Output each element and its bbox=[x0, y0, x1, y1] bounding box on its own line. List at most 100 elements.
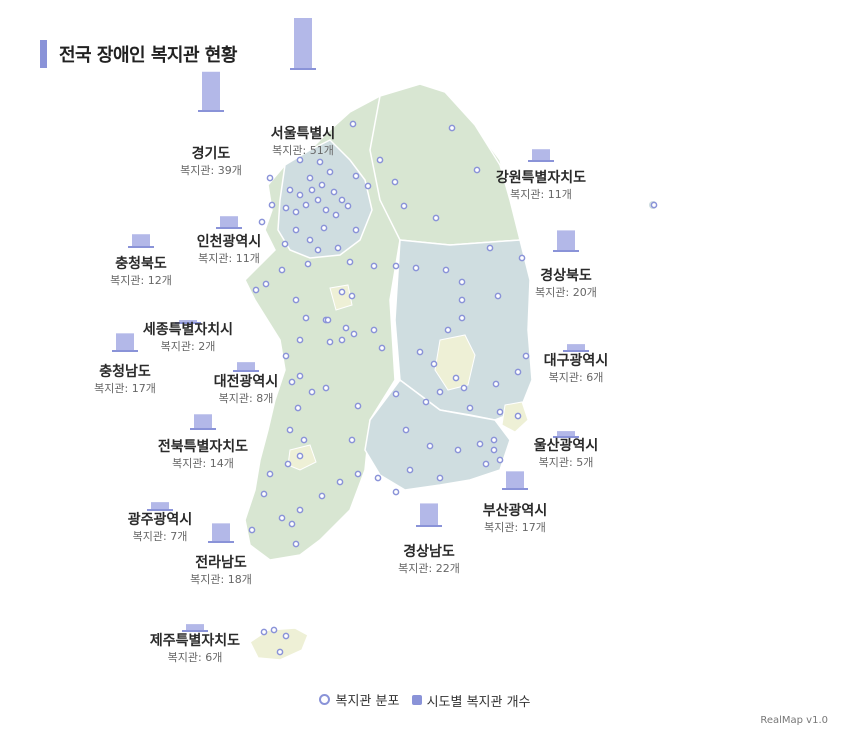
title-text: 전국 장애인 복지관 현황 bbox=[59, 45, 237, 66]
welfare-point bbox=[302, 314, 310, 322]
welfare-point bbox=[400, 202, 408, 210]
welfare-point bbox=[514, 368, 522, 376]
region-count-gwangju: 복지관: 7개 bbox=[133, 530, 188, 543]
region-count-jeonnam: 복지관: 18개 bbox=[190, 573, 252, 586]
region-name-busan: 부산광역시 bbox=[483, 502, 547, 519]
welfare-point bbox=[292, 226, 300, 234]
welfare-point bbox=[292, 208, 300, 216]
welfare-point bbox=[650, 201, 658, 209]
welfare-point bbox=[296, 506, 304, 514]
legend-points-label: 복지관 분포 bbox=[335, 694, 400, 709]
welfare-point bbox=[364, 182, 372, 190]
welfare-point bbox=[490, 446, 498, 454]
welfare-point bbox=[349, 120, 357, 128]
region-name-jeju: 제주특별자치도 bbox=[150, 632, 240, 649]
welfare-point bbox=[354, 402, 362, 410]
bar-gangwon bbox=[532, 149, 550, 160]
bar-base-gwangju bbox=[147, 509, 173, 511]
welfare-point bbox=[308, 186, 316, 194]
welfare-point bbox=[326, 338, 334, 346]
welfare-point bbox=[422, 398, 430, 406]
welfare-point bbox=[332, 211, 340, 219]
welfare-point bbox=[416, 348, 424, 356]
welfare-point bbox=[282, 204, 290, 212]
welfare-point bbox=[426, 442, 434, 450]
welfare-point bbox=[458, 314, 466, 322]
welfare-point bbox=[406, 466, 414, 474]
bar-base-gyeongbuk bbox=[553, 250, 579, 252]
bar-base-jeonnam bbox=[208, 541, 234, 543]
welfare-point bbox=[322, 206, 330, 214]
region-name-gyeongnam: 경상남도 bbox=[403, 543, 455, 560]
welfare-point bbox=[458, 278, 466, 286]
welfare-point bbox=[288, 378, 296, 386]
region-count-daegu: 복지관: 6개 bbox=[549, 371, 604, 384]
welfare-points-layer bbox=[248, 120, 658, 656]
welfare-point bbox=[278, 266, 286, 274]
welfare-point bbox=[338, 196, 346, 204]
welfare-point bbox=[284, 460, 292, 468]
region-count-daejeon: 복지관: 8개 bbox=[219, 392, 274, 405]
welfare-point bbox=[294, 404, 302, 412]
bar-chungnam bbox=[116, 333, 134, 350]
bar-chungbuk bbox=[132, 234, 150, 246]
welfare-point bbox=[514, 412, 522, 420]
welfare-point bbox=[260, 628, 268, 636]
bar-base-incheon bbox=[216, 227, 242, 229]
welfare-point bbox=[370, 326, 378, 334]
gyeongnam-land bbox=[364, 378, 511, 491]
map-title: 전국 장애인 복지관 현황 bbox=[40, 40, 237, 68]
welfare-point bbox=[346, 258, 354, 266]
bar-ulsan bbox=[557, 431, 575, 436]
bar-base-chungnam bbox=[112, 350, 138, 352]
region-count-sejong: 복지관: 2개 bbox=[161, 340, 216, 353]
welfare-point bbox=[444, 326, 452, 334]
welfare-point bbox=[378, 344, 386, 352]
region-name-daegu: 대구광역시 bbox=[544, 352, 608, 369]
welfare-point bbox=[334, 244, 342, 252]
welfare-point bbox=[282, 632, 290, 640]
region-count-chungnam: 복지관: 17개 bbox=[94, 382, 156, 395]
bar-incheon bbox=[220, 216, 238, 227]
welfare-point bbox=[276, 648, 284, 656]
welfare-point bbox=[492, 380, 500, 388]
welfare-point bbox=[442, 266, 450, 274]
welfare-point bbox=[374, 474, 382, 482]
welfare-point bbox=[278, 514, 286, 522]
bar-daejeon bbox=[237, 362, 255, 370]
region-count-ulsan: 복지관: 5개 bbox=[539, 456, 594, 469]
bar-jeonnam bbox=[212, 523, 230, 541]
bar-base-daejeon bbox=[233, 370, 259, 372]
welfare-point bbox=[494, 292, 502, 300]
bar-gyeonggi bbox=[202, 71, 220, 110]
region-count-gyeongnam: 복지관: 22개 bbox=[398, 562, 460, 575]
welfare-point bbox=[304, 260, 312, 268]
bar-gyeongnam bbox=[420, 503, 438, 525]
welfare-point bbox=[436, 474, 444, 482]
welfare-point bbox=[342, 324, 350, 332]
welfare-point bbox=[324, 316, 332, 324]
welfare-point bbox=[392, 390, 400, 398]
welfare-point bbox=[354, 470, 362, 478]
region-name-gyeongbuk: 경상북도 bbox=[540, 267, 592, 284]
welfare-point bbox=[318, 492, 326, 500]
gangwon-land bbox=[369, 83, 521, 246]
region-bars-layer bbox=[112, 18, 589, 632]
title-accent-bar bbox=[40, 40, 47, 68]
welfare-point bbox=[482, 460, 490, 468]
welfare-point bbox=[490, 436, 498, 444]
welfare-point bbox=[330, 188, 338, 196]
region-name-gyeonggi: 경기도 bbox=[192, 145, 231, 162]
welfare-point bbox=[473, 166, 481, 174]
welfare-point bbox=[402, 426, 410, 434]
welfare-point bbox=[266, 470, 274, 478]
welfare-point bbox=[296, 336, 304, 344]
region-count-jeonbuk: 복지관: 14개 bbox=[172, 457, 234, 470]
bar-base-chungbuk bbox=[128, 246, 154, 248]
legend-bars-label: 시도별 복지관 개수 bbox=[426, 694, 531, 710]
welfare-point bbox=[292, 296, 300, 304]
region-name-seoul: 서울특별시 bbox=[271, 125, 335, 142]
welfare-point bbox=[338, 336, 346, 344]
welfare-point bbox=[430, 360, 438, 368]
